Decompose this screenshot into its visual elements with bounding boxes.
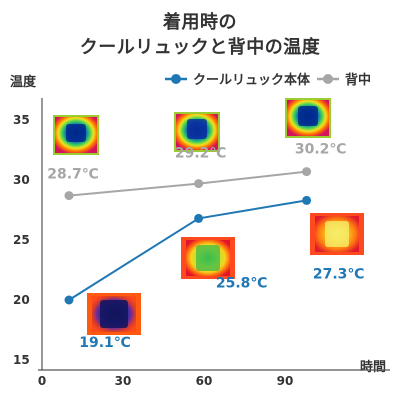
y-tick-label: 30 [13, 173, 30, 187]
data-point-back [194, 179, 204, 189]
data-label-backpack: 25.8℃ [216, 275, 268, 291]
thermal-images [53, 98, 364, 335]
y-axis-title: 温度 [10, 74, 37, 90]
x-tick-label: 30 [115, 374, 132, 388]
x-tick-label: 0 [38, 374, 46, 388]
x-tick-label: 90 [277, 374, 294, 388]
y-tick-label: 15 [13, 353, 30, 367]
data-label-back: 29.2℃ [175, 146, 227, 162]
thermal-image-backpack-60 [181, 237, 235, 279]
series-line-back [68, 170, 307, 197]
thermal-image-backpack-90 [310, 213, 364, 255]
legend-swatch-dot-back [323, 74, 333, 84]
data-label-back: 28.7℃ [47, 167, 99, 183]
thermal-image-back-60 [174, 112, 220, 152]
thermal-image-back-30 [53, 115, 99, 155]
data-point-backpack [64, 295, 74, 305]
legend-label-back: 背中 [345, 72, 371, 88]
x-axis-title: 時間 [360, 359, 386, 375]
series-points [64, 167, 312, 305]
data-point-backpack [194, 213, 204, 223]
legend-label-backpack: クールリュック本体 [193, 72, 311, 88]
data-label-backpack: 19.1℃ [79, 335, 131, 351]
data-label-backpack: 27.3℃ [313, 266, 365, 282]
legend: クールリュック本体 背中 [165, 72, 371, 88]
x-ticks: 0 30 60 90 [38, 374, 294, 388]
y-tick-label: 35 [13, 113, 30, 127]
thermal-image-back-90 [285, 98, 331, 138]
chart-title-line2: クールリュックと背中の温度 [79, 37, 321, 58]
data-point-backpack [302, 195, 312, 205]
data-label-back: 30.2℃ [295, 142, 347, 158]
data-labels: 19.1℃ 25.8℃ 27.3℃ 28.7℃ 29.2℃ 30.2℃ [47, 142, 364, 351]
series-lines [68, 170, 307, 301]
legend-swatch-dot-backpack [171, 74, 181, 84]
thermal-image-backpack-30 [87, 293, 141, 335]
data-point-back [64, 191, 74, 201]
y-tick-label: 25 [13, 233, 30, 247]
y-ticks: 15 20 25 30 35 [13, 113, 30, 367]
data-point-back [302, 167, 312, 177]
x-tick-label: 60 [196, 374, 213, 388]
y-tick-label: 20 [13, 293, 30, 307]
chart-title-line1: 着用時の [163, 12, 237, 33]
